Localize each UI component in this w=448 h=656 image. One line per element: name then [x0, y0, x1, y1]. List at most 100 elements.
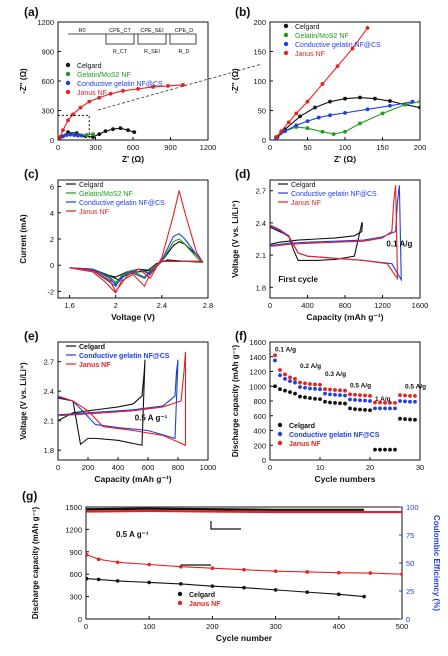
y2-tick-label: 50 — [406, 559, 414, 568]
data-point-gelatin-mos2-nf — [305, 126, 310, 131]
plot-area — [274, 26, 420, 140]
legend-label-janus-nf: Janus NF — [289, 441, 321, 448]
panel-label: (e) — [24, 329, 39, 343]
data-point-celgard — [348, 406, 352, 411]
data-point-janus-nf — [313, 382, 317, 387]
plot-area — [270, 185, 402, 282]
data-point-janus-nf — [97, 95, 102, 100]
y2-tick-label: 75 — [406, 531, 414, 540]
series-line-conductive-gelatin-nf-cs — [270, 185, 402, 282]
data-point-janus-nf — [358, 393, 362, 397]
circuit-label: CPE_D — [175, 28, 193, 34]
y-tick-label: 1.8 — [256, 283, 266, 292]
x-tick-label: 600 — [127, 143, 140, 152]
data-point-celgard — [305, 590, 310, 594]
arrow-to-ce-axis — [210, 521, 241, 530]
data-point-janus-nf — [408, 393, 412, 398]
data-point-janus-nf — [151, 85, 155, 89]
y-tick-label: 1500 — [65, 503, 82, 512]
x-tick-label: 1200 — [200, 143, 217, 152]
data-point-conductive-gelatin-nf-cs — [318, 387, 322, 392]
data-point-conductive-gelatin-nf-cs — [283, 376, 287, 381]
data-point-conductive-gelatin-nf-cs — [338, 393, 342, 397]
data-point-janus-nf — [96, 557, 101, 562]
legend-swatch-janus-nf — [177, 600, 183, 606]
data-point-janus-nf — [274, 135, 278, 139]
data-point-celgard — [126, 128, 130, 133]
chart-panel-5: (e) 0 200 400 600 800 1000 1.8 2.1 2.4 2.7 Capacity… — [19, 329, 216, 484]
y-axis-label: Discharge capacity (mAh g⁻¹) — [231, 345, 240, 458]
data-point-janus-nf — [286, 120, 291, 125]
x-tick-label: 30 — [416, 463, 424, 472]
series-line-conductive-gelatin-nf-cs — [58, 359, 179, 440]
circuit-label: R_SEI — [144, 49, 160, 55]
legend-label-janus-nf: Janus NF — [295, 51, 325, 58]
data-point-janus-nf — [166, 84, 170, 88]
rate-label: 0.3 A/g — [325, 371, 346, 378]
data-point-conductive-gelatin-nf-cs — [293, 380, 297, 385]
data-point-celgard — [338, 401, 342, 406]
data-point-gelatin-mos2-nf — [331, 132, 336, 137]
plot-area — [69, 190, 204, 294]
data-point-celgard — [318, 397, 322, 402]
data-point-janus-nf — [58, 136, 62, 140]
data-point-gelatin-mos2-nf — [343, 129, 347, 134]
x-tick-label: 600 — [142, 463, 155, 472]
data-point-janus-nf — [388, 400, 392, 405]
y-tick-label: 0 — [78, 615, 82, 624]
data-point-janus-nf — [278, 368, 282, 372]
data-point-gelatin-mos2-nf — [418, 99, 420, 104]
data-point-janus-nf — [181, 83, 185, 87]
zoom-connector — [97, 63, 263, 111]
legend-label-conductive-gelatin-nf-cs: Conductive gelatin NF@CS — [289, 432, 380, 439]
data-point-celgard — [147, 580, 151, 585]
data-point-conductive-gelatin-nf-cs — [413, 399, 417, 404]
data-point-janus-nf — [273, 353, 277, 358]
x-tick-label: 200 — [82, 463, 95, 472]
data-point-celgard — [388, 447, 392, 452]
data-point-janus-nf — [87, 99, 92, 104]
data-point-celgard — [328, 99, 332, 104]
data-point-janus-nf — [400, 572, 402, 576]
data-point-celgard — [358, 95, 362, 100]
data-point-conductive-gelatin-nf-cs — [398, 399, 402, 403]
legend-swatch-conductive-gelatin-nf-cs — [283, 41, 289, 47]
data-point-janus-nf — [333, 388, 337, 392]
x-tick-label: 900 — [164, 143, 177, 152]
y-tick-label: 0 — [50, 261, 54, 270]
data-point-celgard — [373, 447, 377, 452]
data-point-gelatin-mos2-nf — [91, 132, 95, 137]
series-line-conductive-gelatin-nf-cs — [275, 101, 413, 139]
x-tick-label: 2 — [114, 301, 118, 310]
legend-label-conductive-gelatin-nf-cs: Conductive gelatin NF@CS — [77, 81, 163, 88]
data-point-conductive-gelatin-nf-cs — [383, 406, 387, 411]
y-tick-label: 4 — [50, 209, 54, 218]
y-tick-label: 2.7 — [256, 187, 266, 196]
data-point-celgard — [337, 592, 341, 597]
data-point-conductive-gelatin-nf-cs — [373, 406, 377, 411]
x-tick-label: 500 — [396, 622, 409, 631]
y-tick-label: 300 — [69, 593, 82, 602]
data-point-janus-nf — [348, 392, 352, 397]
data-point-celgard — [293, 391, 297, 396]
y-axis-label: Discharge capacity (mAh g⁻¹) — [31, 507, 40, 620]
chart-panel-3: (c) 1.6 2 2.4 2.8 -2 0 2 4 6 Voltage (V) Current (m… — [19, 167, 213, 322]
x-tick-label: 300 — [89, 143, 102, 152]
data-point-celgard — [408, 417, 412, 422]
series-line-conductive-gelatin-nf-cs — [69, 233, 204, 287]
x-tick-label: 0 — [268, 143, 272, 152]
y-tick-label: 50 — [258, 107, 266, 116]
y-axis-label: -Z'' (Ω) — [231, 68, 240, 94]
data-point-janus-nf — [147, 562, 151, 567]
data-point-gelatin-mos2-nf — [84, 133, 89, 137]
legend-label-janus-nf: Janus NF — [291, 200, 321, 207]
legend-label-celgard: Celgard — [291, 182, 316, 189]
data-point-janus-nf — [71, 112, 75, 117]
y-tick-label: 600 — [41, 77, 54, 86]
data-point-celgard — [363, 407, 367, 412]
data-point-celgard — [278, 387, 282, 392]
panel-label: (b) — [235, 5, 250, 19]
legend-label-gelatin-mos2-nf: Gelatin/MoS2 NF — [79, 191, 133, 198]
plot-frame — [57, 341, 209, 461]
data-point-conductive-gelatin-nf-cs — [72, 133, 77, 137]
